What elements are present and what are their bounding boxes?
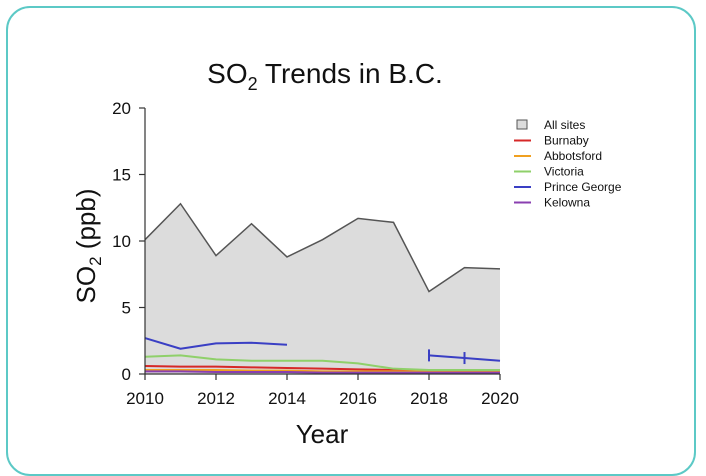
legend-label-kelowna: Kelowna [544,196,590,210]
series-prince-george-line-1 [144,337,288,350]
x-tick-label-2012: 2012 [197,389,235,408]
series-abbotsford-line-1 [145,369,500,373]
y-tick-label-20: 20 [112,99,131,118]
svg-text:SO2 (ppb): SO2 (ppb) [71,189,105,304]
chart-title: SO2 Trends in B.C. [207,58,443,94]
y-tick-label-5: 5 [122,299,131,318]
legend-label-all-sites: All sites [544,118,585,132]
so2-trends-chart: SO2 Trends in B.C. SO2 (ppb) Year 0 5 10 15… [71,58,622,449]
series-all-sites-area [145,203,500,374]
series-kelowna-line-1 [145,370,500,374]
axes: 0 5 10 15 20 2010 2012 2014 2016 2018 2020 [112,99,519,408]
x-tick-label-2020: 2020 [481,389,519,408]
legend-label-burnaby: Burnaby [544,134,589,148]
x-axis-title: Year [296,419,349,449]
series-all-sites-line [144,202,501,293]
legend-label-prince-george: Prince George [544,180,622,194]
y-axis-title: SO2 (ppb) [71,189,105,304]
y-tick-label-15: 15 [112,166,131,185]
legend-label-victoria: Victoria [544,165,584,179]
plot-area [144,202,501,374]
x-tick-label-2010: 2010 [126,389,164,408]
x-tick-label-2018: 2018 [410,389,448,408]
x-tick-label-2014: 2014 [268,389,306,408]
series-victoria-line-1 [144,354,500,372]
y-tick-label-10: 10 [112,232,131,251]
legend-label-abbotsford: Abbotsford [544,149,602,163]
y-tick-label-0: 0 [122,365,131,384]
x-tick-label-2016: 2016 [339,389,377,408]
legend-swatch-all-sites [516,119,528,130]
